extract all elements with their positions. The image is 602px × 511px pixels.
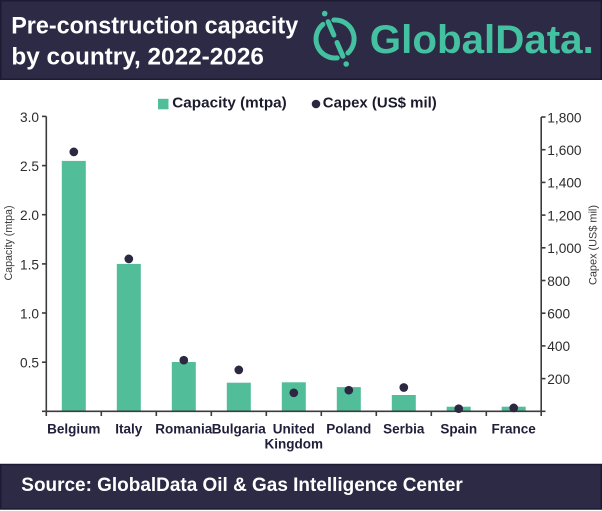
svg-text:Capacity (mtpa): Capacity (mtpa) — [3, 206, 15, 281]
svg-text:United: United — [273, 422, 315, 437]
svg-text:800: 800 — [547, 274, 570, 289]
svg-text:Bulgaria: Bulgaria — [212, 422, 267, 437]
svg-text:1.0: 1.0 — [20, 306, 39, 321]
svg-text:Serbia: Serbia — [383, 422, 425, 437]
svg-text:0.5: 0.5 — [20, 356, 39, 371]
svg-text:Italy: Italy — [115, 422, 143, 437]
svg-text:Belgium: Belgium — [47, 422, 100, 437]
svg-text:1,600: 1,600 — [547, 143, 582, 158]
svg-text:Source: GlobalData Oil & Gas I: Source: GlobalData Oil & Gas Intelligenc… — [21, 474, 463, 496]
svg-text:1,200: 1,200 — [547, 208, 582, 223]
svg-text:200: 200 — [547, 372, 570, 387]
svg-text:600: 600 — [547, 307, 570, 322]
svg-text:Capex (US$ mil): Capex (US$ mil) — [587, 205, 599, 285]
svg-text:by country, 2022-2026: by country, 2022-2026 — [11, 44, 264, 71]
svg-text:Pre-construction capacity: Pre-construction capacity — [11, 13, 299, 40]
svg-text:1,400: 1,400 — [547, 176, 582, 191]
svg-text:2.5: 2.5 — [20, 159, 39, 174]
svg-text:Romania: Romania — [155, 422, 213, 437]
svg-text:Capacity (mtpa): Capacity (mtpa) — [172, 95, 286, 112]
svg-text:1,000: 1,000 — [547, 241, 582, 256]
svg-text:400: 400 — [547, 339, 570, 354]
svg-text:France: France — [492, 422, 537, 437]
svg-text:GlobalData.: GlobalData. — [370, 18, 594, 62]
svg-text:Spain: Spain — [440, 422, 477, 437]
svg-text:1,800: 1,800 — [547, 110, 582, 125]
svg-text:3.0: 3.0 — [20, 110, 39, 125]
svg-text:1.5: 1.5 — [20, 257, 39, 272]
svg-text:Capex (US$ mil): Capex (US$ mil) — [323, 95, 437, 112]
svg-text:Poland: Poland — [326, 422, 371, 437]
svg-text:Kingdom: Kingdom — [265, 437, 324, 452]
svg-text:2.0: 2.0 — [20, 208, 39, 223]
